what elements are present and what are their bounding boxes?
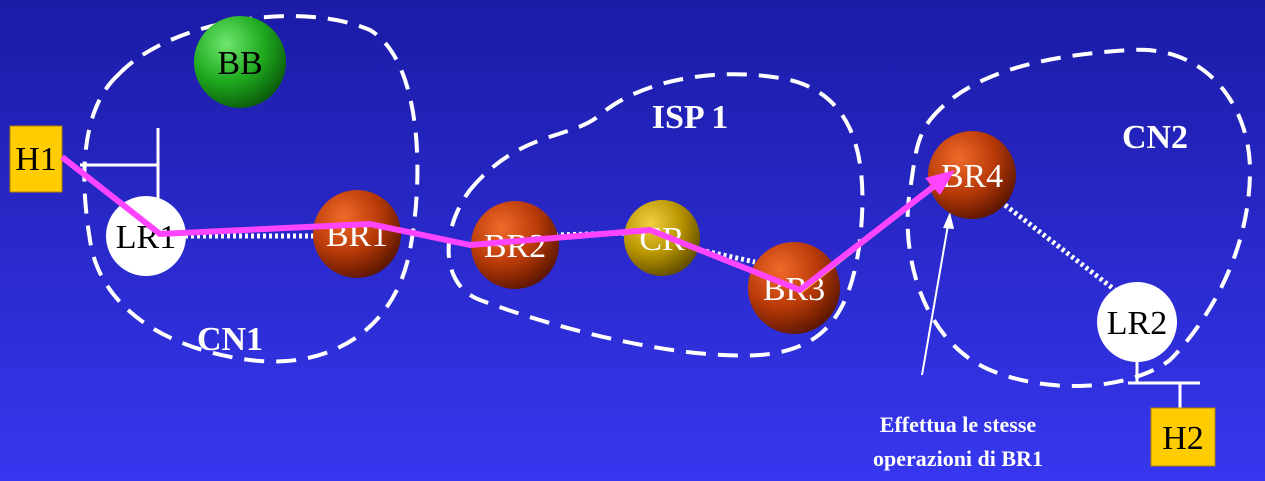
br2-node: BR2: [471, 201, 559, 289]
lr2-node: LR2: [1097, 282, 1177, 362]
bb-node: BB: [194, 16, 286, 108]
h1-label: H1: [15, 141, 57, 178]
annotation-arrow: [921, 212, 954, 376]
packet-path-arrowhead: [925, 170, 955, 195]
cn1-boundary: [82, 14, 420, 364]
packet-path: [60, 154, 944, 293]
bb-label: BB: [217, 45, 262, 82]
br4-label: BR4: [941, 158, 1003, 195]
isp1-label: ISP 1: [652, 99, 729, 136]
cn1-label: CN1: [197, 321, 263, 358]
h2-label: H2: [1162, 420, 1204, 457]
br4-node: BR4: [928, 131, 1016, 219]
br2-label: BR2: [484, 228, 546, 265]
cn2-label: CN2: [1122, 119, 1188, 156]
h1-host: H1: [9, 125, 63, 193]
cn2-boundary: [905, 47, 1253, 389]
h2-connection: [1128, 358, 1200, 408]
h1-connection: [80, 128, 160, 200]
h2-host: H2: [1150, 407, 1216, 467]
br1-node: BR1: [313, 190, 401, 278]
lr2-label: LR2: [1107, 305, 1167, 342]
annotation-line-1: Effettua le stesse: [880, 412, 1037, 437]
annotation-line-2: operazioni di BR1: [873, 446, 1043, 471]
